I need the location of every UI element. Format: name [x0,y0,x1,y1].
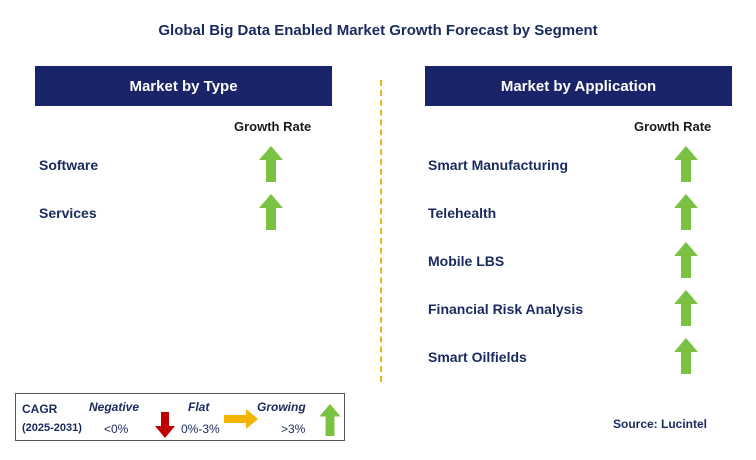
legend-negative-range: <0% [104,422,129,436]
legend-flat-label: Flat [188,400,210,414]
growing-arrow-icon [674,242,698,278]
application-row-label: Mobile LBS [428,253,505,269]
negative-arrow-icon [155,412,175,438]
application-row-label: Smart Manufacturing [428,157,569,173]
legend-cagr-label: CAGR [22,402,58,416]
cagr-legend: CAGR (2025-2031) Negative <0% Flat 0%-3%… [15,393,345,441]
growing-arrow-icon [319,404,341,436]
type-growth-rate-header: Growth Rate [234,119,312,134]
legend-growing-label: Growing [257,400,306,414]
legend-flat-range: 0%-3% [181,422,220,436]
application-row-label: Financial Risk Analysis [428,301,584,317]
type-panel-header: Market by Type [35,66,332,106]
flat-arrow-icon [224,409,258,429]
application-growth-rate-header: Growth Rate [634,119,712,134]
growing-arrow-icon [674,194,698,230]
application-row-label: Telehealth [428,205,497,221]
growing-arrow-icon [259,146,283,182]
panel-divider [380,80,382,382]
application-row-label: Smart Oilfields [428,349,527,365]
growing-arrow-icon [674,290,698,326]
type-row-label: Services [39,205,97,221]
growing-arrow-icon [674,146,698,182]
growing-arrow-icon [674,338,698,374]
legend-negative-label: Negative [89,400,140,414]
source-note: Source: Lucintel [613,417,708,431]
type-row-label: Software [39,157,99,173]
growing-arrow-icon [259,194,283,230]
legend-growing-range: >3% [281,422,306,436]
application-panel-header: Market by Application [425,66,732,106]
legend-period: (2025-2031) [22,422,82,434]
page-title: Global Big Data Enabled Market Growth Fo… [158,22,598,39]
